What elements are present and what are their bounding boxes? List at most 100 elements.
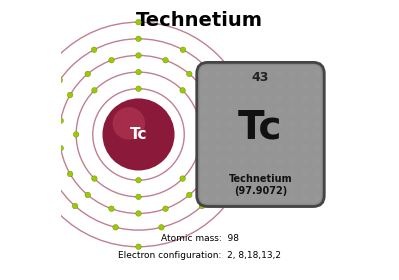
- Text: Technetium: Technetium: [229, 174, 292, 184]
- Circle shape: [204, 171, 210, 177]
- Circle shape: [109, 57, 114, 63]
- Circle shape: [277, 145, 283, 152]
- Circle shape: [264, 70, 271, 77]
- Circle shape: [314, 120, 321, 127]
- Circle shape: [289, 108, 296, 114]
- Circle shape: [202, 195, 208, 202]
- Circle shape: [264, 108, 271, 114]
- Circle shape: [302, 195, 308, 202]
- Circle shape: [277, 182, 283, 189]
- Circle shape: [314, 108, 321, 114]
- Circle shape: [163, 206, 168, 211]
- Text: Tc: Tc: [130, 127, 147, 142]
- Circle shape: [136, 53, 141, 58]
- Circle shape: [302, 70, 308, 77]
- Circle shape: [264, 145, 271, 152]
- Text: (97.9072): (97.9072): [234, 186, 287, 196]
- Circle shape: [72, 203, 78, 209]
- Circle shape: [202, 70, 208, 77]
- Circle shape: [136, 19, 141, 25]
- Circle shape: [136, 69, 141, 75]
- Circle shape: [239, 95, 246, 102]
- Circle shape: [302, 182, 308, 189]
- Circle shape: [58, 118, 63, 123]
- Circle shape: [186, 71, 192, 77]
- Circle shape: [180, 176, 186, 181]
- Circle shape: [202, 83, 208, 89]
- Circle shape: [252, 157, 258, 164]
- Circle shape: [227, 157, 233, 164]
- Circle shape: [202, 108, 208, 114]
- Circle shape: [85, 192, 91, 198]
- Circle shape: [239, 108, 246, 114]
- Circle shape: [227, 132, 233, 139]
- Circle shape: [314, 70, 321, 77]
- Text: Tc: Tc: [238, 109, 283, 146]
- Circle shape: [277, 83, 283, 89]
- Circle shape: [227, 83, 233, 89]
- Circle shape: [227, 95, 233, 102]
- Circle shape: [198, 132, 203, 137]
- Circle shape: [289, 182, 296, 189]
- Circle shape: [227, 120, 233, 127]
- Circle shape: [277, 120, 283, 127]
- Circle shape: [113, 107, 145, 140]
- Text: 43: 43: [252, 71, 269, 84]
- Circle shape: [314, 95, 321, 102]
- Circle shape: [289, 70, 296, 77]
- Circle shape: [277, 132, 283, 139]
- Text: Electron configuration:  2, 8,18,13,2: Electron configuration: 2, 8,18,13,2: [118, 251, 281, 260]
- Circle shape: [109, 206, 114, 211]
- Circle shape: [239, 83, 246, 89]
- Circle shape: [214, 182, 221, 189]
- Circle shape: [214, 145, 221, 152]
- Circle shape: [264, 170, 271, 177]
- Circle shape: [136, 36, 141, 42]
- Circle shape: [41, 120, 46, 126]
- Circle shape: [302, 157, 308, 164]
- Circle shape: [136, 86, 141, 92]
- Circle shape: [277, 157, 283, 164]
- Circle shape: [289, 120, 296, 127]
- Circle shape: [252, 95, 258, 102]
- Circle shape: [252, 120, 258, 127]
- Circle shape: [264, 120, 271, 127]
- Circle shape: [214, 132, 221, 139]
- Circle shape: [67, 171, 73, 177]
- Text: Atomic mass:  98: Atomic mass: 98: [160, 234, 239, 243]
- Circle shape: [136, 194, 141, 200]
- Circle shape: [46, 165, 52, 171]
- Circle shape: [289, 132, 296, 139]
- Circle shape: [73, 132, 79, 137]
- Circle shape: [199, 203, 205, 209]
- Circle shape: [227, 182, 233, 189]
- Circle shape: [202, 132, 208, 139]
- Circle shape: [214, 108, 221, 114]
- Circle shape: [302, 95, 308, 102]
- Circle shape: [239, 157, 246, 164]
- Circle shape: [239, 145, 246, 152]
- Circle shape: [202, 95, 208, 102]
- Circle shape: [314, 182, 321, 189]
- Circle shape: [239, 182, 246, 189]
- FancyBboxPatch shape: [197, 62, 324, 207]
- Circle shape: [302, 120, 308, 127]
- Circle shape: [92, 176, 97, 181]
- Circle shape: [264, 132, 271, 139]
- Circle shape: [289, 145, 296, 152]
- Circle shape: [252, 195, 258, 202]
- Circle shape: [264, 182, 271, 189]
- Circle shape: [214, 170, 221, 177]
- Circle shape: [239, 195, 246, 202]
- Circle shape: [91, 47, 97, 53]
- Circle shape: [314, 83, 321, 89]
- Circle shape: [264, 83, 271, 89]
- Circle shape: [202, 120, 208, 127]
- Circle shape: [252, 145, 258, 152]
- Circle shape: [214, 195, 221, 202]
- Circle shape: [92, 88, 97, 93]
- Circle shape: [314, 195, 321, 202]
- Circle shape: [277, 95, 283, 102]
- Circle shape: [214, 77, 220, 83]
- Circle shape: [277, 195, 283, 202]
